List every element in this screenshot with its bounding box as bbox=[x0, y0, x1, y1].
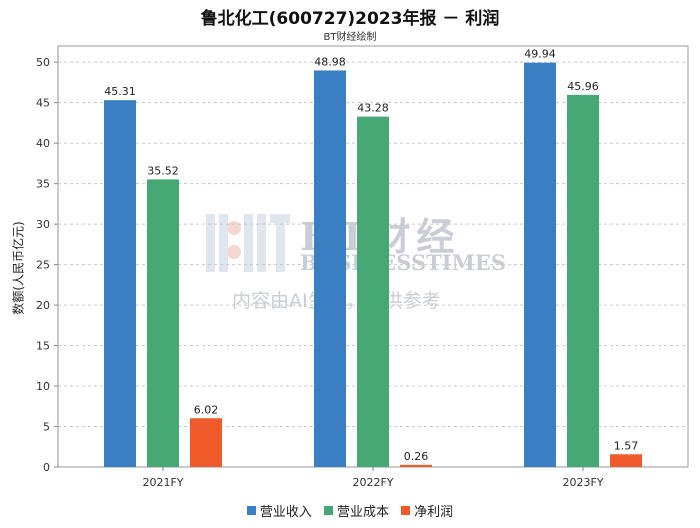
data-label: 35.52 bbox=[147, 164, 179, 177]
x-tick-label: 2022FY bbox=[352, 476, 393, 489]
y-tick-label: 45 bbox=[36, 97, 50, 110]
legend-label-net-profit: 净利润 bbox=[414, 505, 454, 520]
legend: 营业收入 营业成本 净利润 bbox=[0, 501, 700, 520]
bar bbox=[190, 418, 222, 467]
bar bbox=[104, 100, 136, 467]
bar bbox=[524, 62, 556, 468]
legend-swatch-cost bbox=[323, 506, 333, 515]
y-tick-label: 35 bbox=[36, 178, 50, 191]
bar bbox=[357, 116, 389, 468]
y-tick-label: 0 bbox=[43, 461, 50, 474]
bar bbox=[314, 70, 346, 468]
y-tick-label: 5 bbox=[43, 421, 50, 434]
x-tick-label: 2021FY bbox=[142, 476, 183, 489]
y-tick-label: 40 bbox=[36, 137, 50, 150]
legend-swatch-revenue bbox=[246, 506, 256, 515]
data-label: 48.98 bbox=[314, 55, 346, 68]
data-label: 45.31 bbox=[104, 85, 136, 98]
legend-label-cost: 营业成本 bbox=[336, 505, 389, 520]
bar bbox=[610, 454, 642, 467]
legend-swatch-net-profit bbox=[401, 506, 411, 515]
chart-subtitle: BT财经绘制 bbox=[323, 32, 377, 43]
legend-item-net-profit[interactable]: 净利润 bbox=[401, 501, 453, 520]
data-label: 0.26 bbox=[404, 450, 429, 463]
y-tick-label: 30 bbox=[36, 218, 50, 231]
y-axis-label: 数额(人民币亿元) bbox=[11, 221, 26, 315]
data-label: 45.96 bbox=[567, 80, 599, 93]
y-tick-label: 20 bbox=[36, 299, 50, 312]
bar bbox=[567, 94, 599, 468]
legend-item-revenue[interactable]: 营业收入 bbox=[246, 501, 312, 520]
y-tick-label: 15 bbox=[36, 340, 50, 353]
legend-item-cost[interactable]: 营业成本 bbox=[323, 501, 389, 520]
data-label: 1.57 bbox=[614, 439, 639, 452]
bar bbox=[147, 179, 179, 467]
data-label: 43.28 bbox=[357, 102, 389, 115]
data-label: 6.02 bbox=[194, 403, 219, 416]
y-tick-label: 10 bbox=[36, 380, 50, 393]
x-tick-label: 2023FY bbox=[562, 476, 603, 489]
bar bbox=[400, 464, 432, 467]
legend-label-revenue: 营业收入 bbox=[259, 505, 312, 520]
y-tick-label: 25 bbox=[36, 259, 50, 272]
chart-title: 鲁北化工(600727)2023年报 － 利润 bbox=[200, 9, 500, 29]
y-tick-label: 50 bbox=[36, 56, 50, 69]
data-label: 49.94 bbox=[524, 48, 556, 61]
